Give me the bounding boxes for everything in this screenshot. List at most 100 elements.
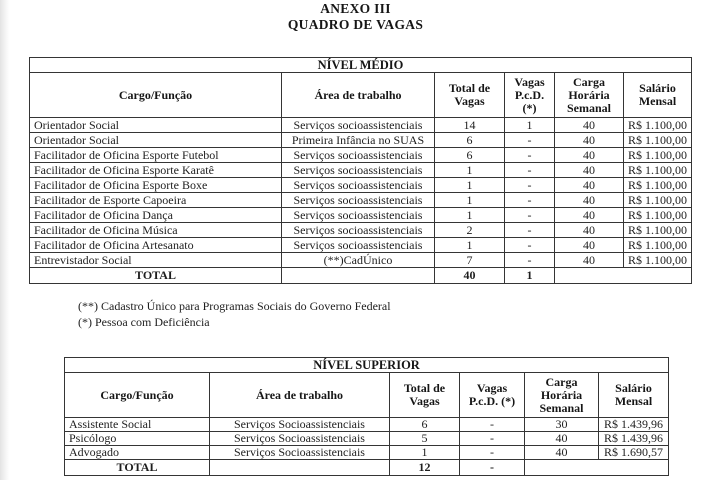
table-row: Facilitador de Oficina Esporte Boxe Serv… xyxy=(29,177,692,193)
cell-carga-horaria: 40 xyxy=(554,207,624,223)
table-header-row: Cargo/Função Área de trabalho Total de V… xyxy=(29,72,692,118)
cell-area: Serviços socioassistenciais xyxy=(281,162,435,178)
cell-carga-horaria: 40 xyxy=(554,132,624,148)
cell-cargo: Facilitador de Oficina Música xyxy=(29,222,282,238)
cell-area: Serviços socioassistenciais xyxy=(281,237,435,253)
col-header-cargo: Cargo/Função xyxy=(29,72,282,118)
total-pcd-value: - xyxy=(459,459,525,476)
cell-carga-horaria: 40 xyxy=(554,177,624,193)
scan-edge-artifact xyxy=(0,0,10,480)
document-header: ANEXO III QUADRO DE VAGAS xyxy=(0,1,711,33)
cell-carga-horaria: 40 xyxy=(554,162,624,178)
table-row: Entrevistador Social (**)CadÚnico 7 - 40… xyxy=(29,252,692,268)
cell-carga-horaria: 40 xyxy=(554,237,624,253)
col-header-salario: Salário Mensal xyxy=(597,372,670,418)
cell-total-vagas: 14 xyxy=(434,117,505,133)
table-row: Facilitador de Oficina Esporte Futebol S… xyxy=(29,147,692,163)
cell-area: Serviços socioassistenciais xyxy=(281,117,435,133)
cell-salario: R$ 1.690,57 xyxy=(597,445,670,460)
table-row: Facilitador de Oficina Dança Serviços so… xyxy=(29,207,692,223)
cell-vagas-pcd: - xyxy=(459,417,525,432)
col-header-area: Área de trabalho xyxy=(209,372,390,418)
col-header-total-vagas: Total de Vagas xyxy=(389,372,460,418)
cell-vagas-pcd: - xyxy=(504,222,555,238)
cell-area: Serviços socioassistenciais xyxy=(281,192,435,208)
cell-vagas-pcd: 1 xyxy=(504,117,555,133)
cell-cargo: Orientador Social xyxy=(29,132,282,148)
section-title: NÍVEL MÉDIO xyxy=(29,57,692,73)
total-vagas-value: 12 xyxy=(389,459,460,476)
cell-area: Serviços socioassistenciais xyxy=(281,147,435,163)
table-row: Orientador Social Serviços socioassisten… xyxy=(29,117,692,133)
cell-total-vagas: 1 xyxy=(434,177,505,193)
cell-vagas-pcd: - xyxy=(504,252,555,268)
table-header-row: Cargo/Função Área de trabalho Total de V… xyxy=(64,372,670,418)
cell-total-vagas: 1 xyxy=(434,237,505,253)
section-title: NÍVEL SUPERIOR xyxy=(63,357,670,373)
cell-cargo: Facilitador de Oficina Dança xyxy=(29,207,282,223)
col-header-vagas-pcd: Vagas P.c.D. (*) xyxy=(504,72,555,118)
cell-salario: R$ 1.439,96 xyxy=(597,417,670,432)
cell-salario: R$ 1.100,00 xyxy=(623,132,692,148)
col-header-carga-horaria: Carga Horária Semanal xyxy=(554,72,624,118)
cell-total-vagas: 2 xyxy=(434,222,505,238)
total-area-empty-cell xyxy=(209,459,390,476)
total-area-empty-cell xyxy=(281,267,435,284)
cell-carga-horaria: 40 xyxy=(554,192,624,208)
section-title-row: NÍVEL SUPERIOR xyxy=(63,357,670,373)
cell-vagas-pcd: - xyxy=(504,207,555,223)
cell-salario: R$ 1.100,00 xyxy=(623,192,692,208)
cell-cargo: Entrevistador Social xyxy=(29,252,282,268)
table-row: Facilitador de Oficina Artesanato Serviç… xyxy=(29,237,692,253)
cell-vagas-pcd: - xyxy=(504,162,555,178)
cell-vagas-pcd: - xyxy=(504,132,555,148)
cell-total-vagas: 6 xyxy=(434,132,505,148)
cell-vagas-pcd: - xyxy=(504,237,555,253)
cell-cargo: Orientador Social xyxy=(29,117,282,133)
table-row: Orientador Social Primeira Infância no S… xyxy=(29,132,692,148)
cell-area: Serviços Socioassistenciais xyxy=(209,445,390,460)
total-trailing-empty-cell xyxy=(554,267,692,284)
cell-cargo: Assistente Social xyxy=(64,417,210,432)
table-row: Advogado Serviços Socioassistenciais 1 -… xyxy=(64,445,670,460)
total-label: TOTAL xyxy=(64,459,210,476)
document-title: ANEXO III xyxy=(320,1,391,16)
total-row: TOTAL 40 1 xyxy=(29,267,692,284)
cell-total-vagas: 1 xyxy=(434,162,505,178)
cell-area: Serviços Socioassistenciais xyxy=(209,431,390,446)
nivel-medio-table: NÍVEL MÉDIO Cargo/Função Área de trabalh… xyxy=(29,57,692,284)
cell-area: Serviços socioassistenciais xyxy=(281,222,435,238)
nivel-superior-table: NÍVEL SUPERIOR Cargo/Função Área de trab… xyxy=(63,357,670,476)
cell-salario: R$ 1.100,00 xyxy=(623,207,692,223)
cell-total-vagas: 5 xyxy=(389,431,460,446)
cell-cargo: Psicólogo xyxy=(64,431,210,446)
cell-total-vagas: 6 xyxy=(434,147,505,163)
cell-salario: R$ 1.100,00 xyxy=(623,117,692,133)
total-pcd-value: 1 xyxy=(504,267,555,284)
total-label: TOTAL xyxy=(29,267,282,284)
cell-total-vagas: 1 xyxy=(434,207,505,223)
cell-cargo: Facilitador de Oficina Esporte Boxe xyxy=(29,177,282,193)
cell-carga-horaria: 40 xyxy=(524,431,599,446)
total-row: TOTAL 12 - xyxy=(64,459,670,476)
cell-total-vagas: 7 xyxy=(434,252,505,268)
cell-total-vagas: 6 xyxy=(389,417,460,432)
cell-area: Primeira Infância no SUAS xyxy=(281,132,435,148)
cell-vagas-pcd: - xyxy=(504,147,555,163)
cell-salario: R$ 1.100,00 xyxy=(623,147,692,163)
total-vagas-value: 40 xyxy=(434,267,505,284)
cell-carga-horaria: 40 xyxy=(524,445,599,460)
col-header-vagas-pcd: Vagas P.c.D. (*) xyxy=(459,372,525,418)
cell-total-vagas: 1 xyxy=(389,445,460,460)
footnote-pcd: (*) Pessoa com Deficiência xyxy=(78,314,210,329)
cell-area: Serviços socioassistenciais xyxy=(281,207,435,223)
table-row: Facilitador de Esporte Capoeira Serviços… xyxy=(29,192,692,208)
cell-salario: R$ 1.100,00 xyxy=(623,252,692,268)
footnotes: (**) Cadastro Único para Programas Socia… xyxy=(78,299,391,330)
cell-vagas-pcd: - xyxy=(459,431,525,446)
col-header-cargo: Cargo/Função xyxy=(64,372,210,418)
table-row: Assistente Social Serviços Socioassisten… xyxy=(64,417,670,432)
cell-salario: R$ 1.100,00 xyxy=(623,162,692,178)
cell-total-vagas: 1 xyxy=(434,192,505,208)
